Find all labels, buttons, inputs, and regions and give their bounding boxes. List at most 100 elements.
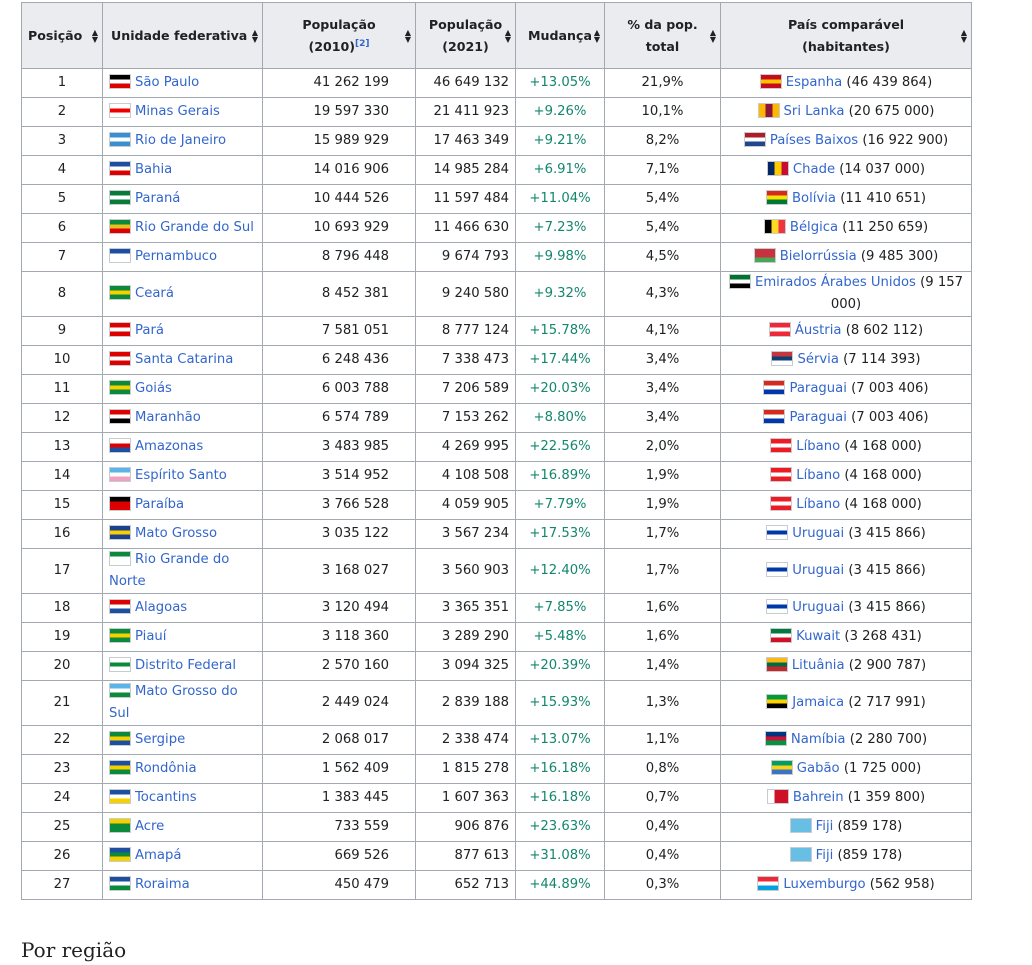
- country-link[interactable]: Chade: [792, 162, 836, 177]
- country-link[interactable]: Bielorrússia: [779, 249, 857, 264]
- state-link[interactable]: Tocantins: [135, 790, 197, 805]
- country-link[interactable]: Fiji: [815, 819, 834, 834]
- table-row: 11 Goiás 6 003 788 7 206 589 +20.03% 3,4% Para…: [21, 374, 972, 404]
- state-link[interactable]: Minas Gerais: [135, 104, 220, 119]
- header-percentage[interactable]: % da pop. total ▲ ▼: [604, 2, 721, 69]
- country-inhabitants: (1 359 800): [847, 790, 926, 805]
- country-link[interactable]: Bolívia: [792, 191, 836, 206]
- country-flag-icon: [764, 731, 787, 746]
- header-comparable-country[interactable]: País comparável (habitantes) ▲ ▼: [720, 2, 972, 69]
- reference-link[interactable]: [2]: [355, 38, 370, 49]
- state-link[interactable]: Rondônia: [135, 761, 197, 776]
- state-link[interactable]: Rio Grande do Norte: [109, 552, 230, 589]
- header-population-2010[interactable]: População (2010)[2] ▲ ▼: [262, 2, 416, 69]
- percentage-cell: 3,4%: [604, 345, 721, 375]
- change-value: +15.78%: [529, 323, 591, 338]
- country-link[interactable]: Kuwait: [796, 629, 841, 644]
- country-link[interactable]: Líbano: [796, 468, 841, 483]
- state-link[interactable]: Goiás: [135, 381, 172, 396]
- header-federative-unit[interactable]: Unidade federativa ▲ ▼: [102, 2, 263, 69]
- country-link[interactable]: Namíbia: [790, 732, 846, 747]
- country-flag-icon: [766, 789, 789, 804]
- state-link[interactable]: Pará: [135, 323, 164, 338]
- table-row: 26 Amapá 669 526 877 613 +31.08% 0,4% Fiji (85…: [21, 841, 972, 871]
- comparable-country-cell: Chade (14 037 000): [720, 155, 972, 185]
- state-link[interactable]: Rio Grande do Sul: [135, 220, 254, 235]
- state-link[interactable]: Amazonas: [135, 439, 204, 454]
- state-link[interactable]: Piauí: [135, 629, 167, 644]
- state-flag-icon: [109, 285, 131, 300]
- population-2010-value: 6 574 789: [321, 410, 389, 425]
- population-2021-value: 7 206 589: [441, 381, 509, 396]
- state-link[interactable]: Acre: [135, 819, 165, 834]
- state-link[interactable]: Espírito Santo: [135, 468, 227, 483]
- country-link[interactable]: Espanha: [785, 75, 843, 90]
- population-2010-cell: 8 796 448: [262, 242, 416, 272]
- sort-icon[interactable]: ▲ ▼: [593, 27, 600, 44]
- country-link[interactable]: Lituânia: [791, 658, 845, 673]
- country-link[interactable]: Bahrein: [792, 790, 844, 805]
- state-link[interactable]: Bahia: [135, 162, 173, 177]
- header-population-2021[interactable]: População (2021) ▲ ▼: [415, 2, 516, 69]
- country-link[interactable]: Paraguai: [789, 381, 847, 396]
- country-inhabitants: (20 675 000): [848, 104, 935, 119]
- country-link[interactable]: Sri Lanka: [783, 104, 845, 119]
- federative-unit-cell: Rio Grande do Norte: [102, 548, 263, 594]
- change-cell: +17.44%: [515, 345, 605, 375]
- sort-icon[interactable]: ▲ ▼: [504, 27, 511, 44]
- country-link[interactable]: Emirados Árabes Unidos: [754, 275, 916, 290]
- state-link[interactable]: Amapá: [135, 848, 182, 863]
- country-link[interactable]: Gabão: [796, 761, 840, 776]
- state-link[interactable]: Paraná: [135, 191, 181, 206]
- population-2010-cell: 2 068 017: [262, 725, 416, 755]
- state-link[interactable]: São Paulo: [135, 75, 200, 90]
- comparable-country-cell: Uruguai (3 415 866): [720, 593, 972, 623]
- state-link[interactable]: Pernambuco: [135, 249, 218, 264]
- country-link[interactable]: Áustria: [794, 323, 842, 338]
- country-link[interactable]: Jamaica: [792, 695, 845, 710]
- country-link[interactable]: Líbano: [796, 497, 841, 512]
- position-value: 25: [53, 819, 71, 834]
- state-link[interactable]: Paraíba: [135, 497, 185, 512]
- percentage-cell: 0,4%: [604, 841, 721, 871]
- country-inhabitants: (7 003 406): [851, 381, 929, 396]
- position-value: 16: [53, 526, 71, 541]
- country-link[interactable]: Líbano: [796, 439, 841, 454]
- country-link[interactable]: Fiji: [815, 848, 834, 863]
- sort-icon[interactable]: ▲ ▼: [709, 27, 716, 44]
- change-cell: +7.23%: [515, 213, 605, 243]
- state-link[interactable]: Mato Grosso do Sul: [109, 684, 238, 721]
- country-link[interactable]: Sérvia: [797, 352, 839, 367]
- sort-icon[interactable]: ▲ ▼: [960, 27, 967, 44]
- change-value: +16.18%: [529, 761, 591, 776]
- state-flag-icon: [109, 551, 131, 566]
- position-cell: 26: [21, 841, 103, 871]
- sort-icon[interactable]: ▲ ▼: [404, 27, 411, 44]
- state-link[interactable]: Distrito Federal: [135, 658, 237, 673]
- state-link[interactable]: Alagoas: [135, 600, 188, 615]
- country-link[interactable]: Países Baixos: [769, 133, 859, 148]
- header-position[interactable]: Posição ▲ ▼: [21, 2, 103, 69]
- comparable-country-cell: Uruguai (3 415 866): [720, 519, 972, 549]
- state-link[interactable]: Mato Grosso: [135, 526, 218, 541]
- country-link[interactable]: Uruguai: [792, 563, 845, 578]
- state-link[interactable]: Rio de Janeiro: [135, 133, 227, 148]
- sort-icon[interactable]: ▲ ▼: [251, 27, 258, 44]
- country-inhabitants: (7 003 406): [851, 410, 929, 425]
- country-link[interactable]: Paraguai: [789, 410, 847, 425]
- state-link[interactable]: Roraima: [135, 877, 190, 892]
- position-cell: 2: [21, 97, 103, 127]
- country-link[interactable]: Uruguai: [792, 600, 845, 615]
- header-change[interactable]: Mudança ▲ ▼: [515, 2, 605, 69]
- country-link[interactable]: Luxemburgo: [783, 877, 866, 892]
- sort-icon[interactable]: ▲ ▼: [91, 27, 98, 44]
- country-link[interactable]: Uruguai: [792, 526, 845, 541]
- state-link[interactable]: Santa Catarina: [135, 352, 234, 367]
- state-link[interactable]: Ceará: [135, 286, 174, 301]
- population-2010-cell: 1 562 409: [262, 754, 416, 784]
- table-row: 24 Tocantins 1 383 445 1 607 363 +16.18% 0,7%…: [21, 783, 972, 813]
- state-link[interactable]: Sergipe: [135, 732, 186, 747]
- state-link[interactable]: Maranhão: [135, 410, 201, 425]
- percentage-cell: 1,6%: [604, 622, 721, 652]
- country-link[interactable]: Bélgica: [789, 220, 839, 235]
